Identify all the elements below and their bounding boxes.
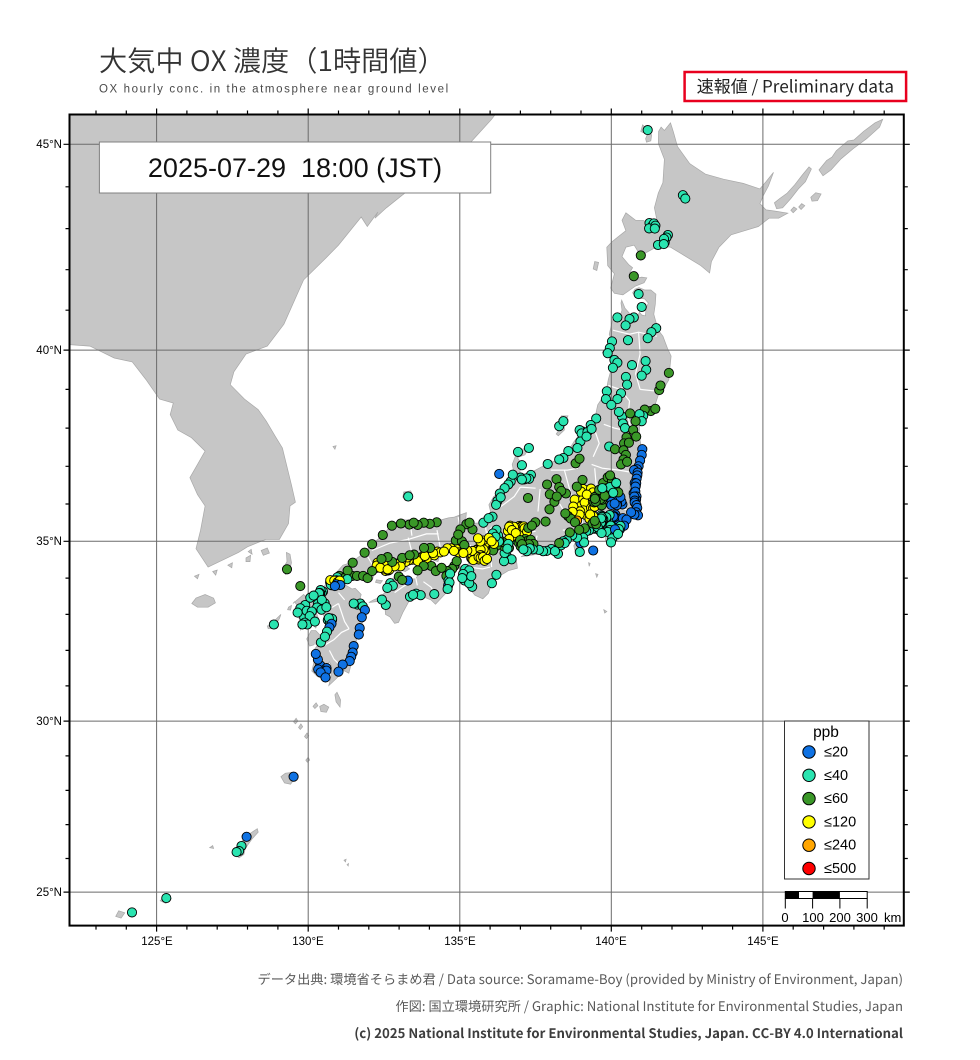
svg-text:≤500: ≤500 [824, 861, 856, 877]
svg-text:≤20: ≤20 [824, 745, 848, 761]
svg-text:45°N: 45°N [36, 139, 62, 151]
svg-text:140°E: 140°E [595, 936, 627, 948]
svg-text:300: 300 [856, 910, 878, 925]
svg-text:≤240: ≤240 [824, 838, 856, 854]
svg-text:km: km [884, 910, 901, 925]
svg-text:ppb: ppb [813, 724, 839, 741]
svg-text:200: 200 [829, 910, 851, 925]
svg-text:2025-07-29 18:00 (JST): 2025-07-29 18:00 (JST) [148, 153, 442, 183]
svg-text:100: 100 [802, 910, 824, 925]
svg-text:30°N: 30°N [36, 716, 62, 728]
svg-text:125°E: 125°E [141, 936, 173, 948]
svg-text:OX hourly conc. in the atmosph: OX hourly conc. in the atmosphere near g… [99, 84, 450, 96]
svg-text:135°E: 135°E [444, 936, 476, 948]
svg-text:25°N: 25°N [36, 887, 62, 899]
svg-text:35°N: 35°N [36, 536, 62, 548]
svg-text:0: 0 [781, 910, 788, 925]
svg-text:≤120: ≤120 [824, 814, 856, 830]
svg-text:130°E: 130°E [292, 936, 324, 948]
svg-text:≤40: ≤40 [824, 768, 848, 784]
svg-text:145°E: 145°E [747, 936, 779, 948]
svg-text:40°N: 40°N [36, 345, 62, 357]
svg-text:≤60: ≤60 [824, 791, 848, 807]
